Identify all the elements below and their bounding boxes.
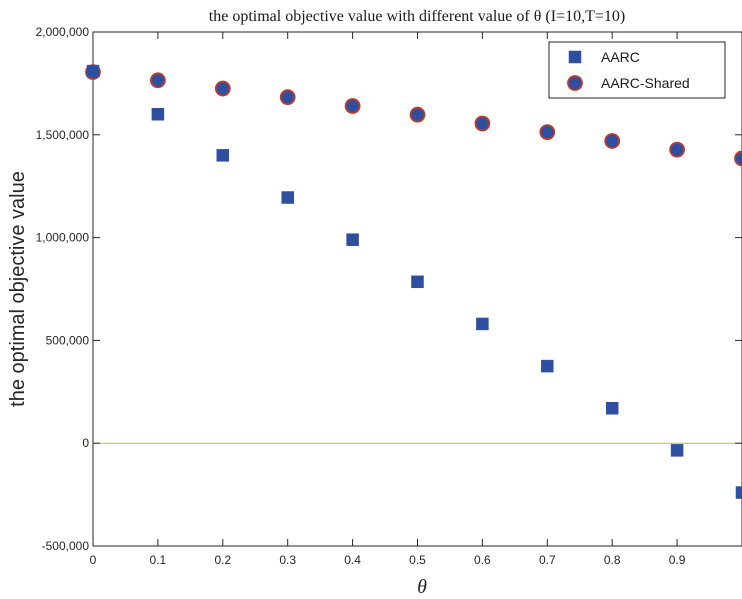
x-axis-label: θ [417, 576, 427, 598]
data-point-aarc-shared [734, 150, 742, 167]
legend-marker-symbol [568, 50, 582, 64]
data-point-aarc-shared [604, 133, 621, 149]
data-point-aarc-shared [344, 98, 361, 114]
data-point-aarc [735, 486, 742, 499]
legend-marker-symbol [567, 75, 583, 91]
data-point-aarc-shared [149, 72, 166, 89]
data-point-aarc [216, 149, 230, 162]
legend: AARC AARC-Shared [548, 41, 726, 99]
data-point-aarc [151, 107, 165, 121]
x-tick-label: 0.3 [279, 553, 296, 567]
y-axis: -500,000 0 500,000 1,000,000 1,500,000 2,000,… [36, 25, 742, 553]
chart-title: the optimal objective value with differe… [209, 8, 625, 25]
y-tick-label: -500,000 [42, 539, 90, 553]
x-axis: 0 0.1 0.2 0.3 0.4 0.5 0.6 0.7 0.8 0.9 [90, 32, 686, 567]
data-point-aarc [476, 317, 489, 331]
x-tick-label: 0.7 [539, 553, 556, 567]
legend-marker-aarc-shared [567, 75, 583, 91]
data-point-aarc-shared [409, 106, 426, 123]
legend-label-aarc-shared: AARC-Shared [601, 75, 690, 91]
x-tick-label: 0.2 [214, 553, 231, 567]
x-tick-label: 0.5 [409, 553, 426, 567]
data-point-aarc-shared [214, 80, 231, 97]
y-tick-label: 2,000,000 [36, 25, 90, 39]
series-layer [85, 64, 742, 499]
data-point-aarc-shared [474, 115, 491, 132]
data-point-aarc-shared [669, 141, 685, 158]
data-point-aarc [346, 233, 359, 246]
data-point-aarc [541, 359, 554, 373]
y-axis-label: the optimal objective value [7, 171, 29, 407]
x-tick-label: 0 [90, 553, 97, 567]
legend-label-aarc: AARC [601, 49, 640, 65]
x-tick-label: 0.4 [344, 553, 361, 567]
y-tick-label: 500,000 [46, 333, 90, 347]
data-point-aarc [605, 401, 619, 415]
x-tick-label: 0.8 [604, 553, 621, 567]
x-tick-label: 0.9 [669, 553, 686, 567]
x-tick-label: 0.1 [150, 553, 167, 567]
data-point-aarc [670, 444, 684, 457]
y-tick-label: 1,500,000 [36, 128, 90, 142]
x-tick-label: 0.6 [474, 553, 491, 567]
data-point-aarc [281, 191, 294, 204]
data-point-aarc-shared [279, 89, 296, 106]
data-point-aarc-shared [539, 124, 556, 141]
legend-marker-aarc [568, 50, 582, 64]
data-point-aarc [86, 64, 100, 78]
data-point-aarc [411, 275, 424, 289]
y-tick-label: 0 [82, 436, 89, 450]
y-tick-label: 1,000,000 [36, 231, 90, 245]
